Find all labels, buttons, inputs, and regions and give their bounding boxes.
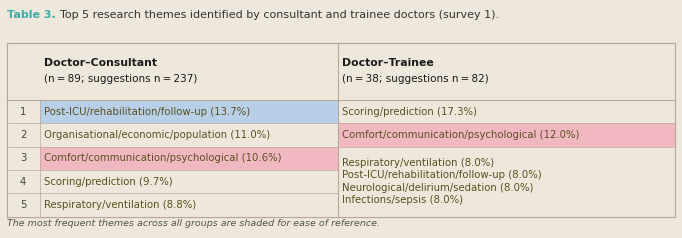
Text: Doctor–Consultant: Doctor–Consultant <box>44 58 158 68</box>
Bar <box>338 147 675 217</box>
Text: Neurological/delirium/sedation (8.0%): Neurological/delirium/sedation (8.0%) <box>342 183 534 193</box>
Text: Post-ICU/rehabilitation/follow-up (8.0%): Post-ICU/rehabilitation/follow-up (8.0%) <box>342 170 542 180</box>
Bar <box>7 193 40 217</box>
Bar <box>40 123 338 147</box>
Text: Scoring/prediction (17.3%): Scoring/prediction (17.3%) <box>342 107 477 117</box>
Text: (n = 38; suggestions n = 82): (n = 38; suggestions n = 82) <box>342 74 489 84</box>
Text: The most frequent themes across all groups are shaded for ease of reference.: The most frequent themes across all grou… <box>7 219 380 228</box>
Text: Respiratory/ventilation (8.8%): Respiratory/ventilation (8.8%) <box>44 200 196 210</box>
Bar <box>7 123 40 147</box>
Text: Table 3.: Table 3. <box>7 10 55 20</box>
Bar <box>7 43 675 100</box>
Bar <box>338 100 675 123</box>
Text: Post-ICU/rehabilitation/follow-up (13.7%): Post-ICU/rehabilitation/follow-up (13.7%… <box>44 107 250 117</box>
Bar <box>7 170 40 193</box>
Text: 4: 4 <box>20 177 27 187</box>
Text: Organisational/economic/population (11.0%): Organisational/economic/population (11.0… <box>44 130 271 140</box>
Bar <box>40 100 338 123</box>
Text: Comfort/communication/psychological (10.6%): Comfort/communication/psychological (10.… <box>44 153 282 163</box>
Text: Infections/sepsis (8.0%): Infections/sepsis (8.0%) <box>342 195 464 205</box>
Bar <box>7 43 675 217</box>
Text: 2: 2 <box>20 130 27 140</box>
Text: 1: 1 <box>20 107 27 117</box>
Text: Scoring/prediction (9.7%): Scoring/prediction (9.7%) <box>44 177 173 187</box>
Text: 5: 5 <box>20 200 27 210</box>
Bar <box>40 170 338 193</box>
Bar <box>338 123 675 147</box>
Bar <box>40 147 338 170</box>
Bar <box>7 147 40 170</box>
Text: Top 5 research themes identified by consultant and trainee doctors (survey 1).: Top 5 research themes identified by cons… <box>53 10 499 20</box>
Text: (n = 89; suggestions n = 237): (n = 89; suggestions n = 237) <box>44 74 198 84</box>
Text: Doctor–Trainee: Doctor–Trainee <box>342 58 434 68</box>
Bar <box>7 100 40 123</box>
Text: 3: 3 <box>20 153 27 163</box>
Bar <box>40 193 338 217</box>
Text: Comfort/communication/psychological (12.0%): Comfort/communication/psychological (12.… <box>342 130 580 140</box>
Text: Respiratory/ventilation (8.0%): Respiratory/ventilation (8.0%) <box>342 158 494 168</box>
